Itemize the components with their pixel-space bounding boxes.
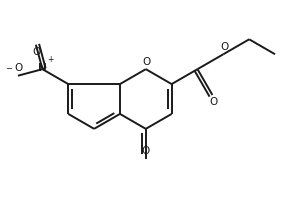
Text: O: O xyxy=(142,146,150,156)
Text: O: O xyxy=(209,97,217,107)
Text: O: O xyxy=(15,63,23,73)
Text: O: O xyxy=(33,47,41,57)
Text: O: O xyxy=(220,42,229,52)
Text: O: O xyxy=(142,57,151,67)
Text: +: + xyxy=(47,55,53,64)
Text: N: N xyxy=(38,63,47,73)
Text: −: − xyxy=(6,64,13,73)
